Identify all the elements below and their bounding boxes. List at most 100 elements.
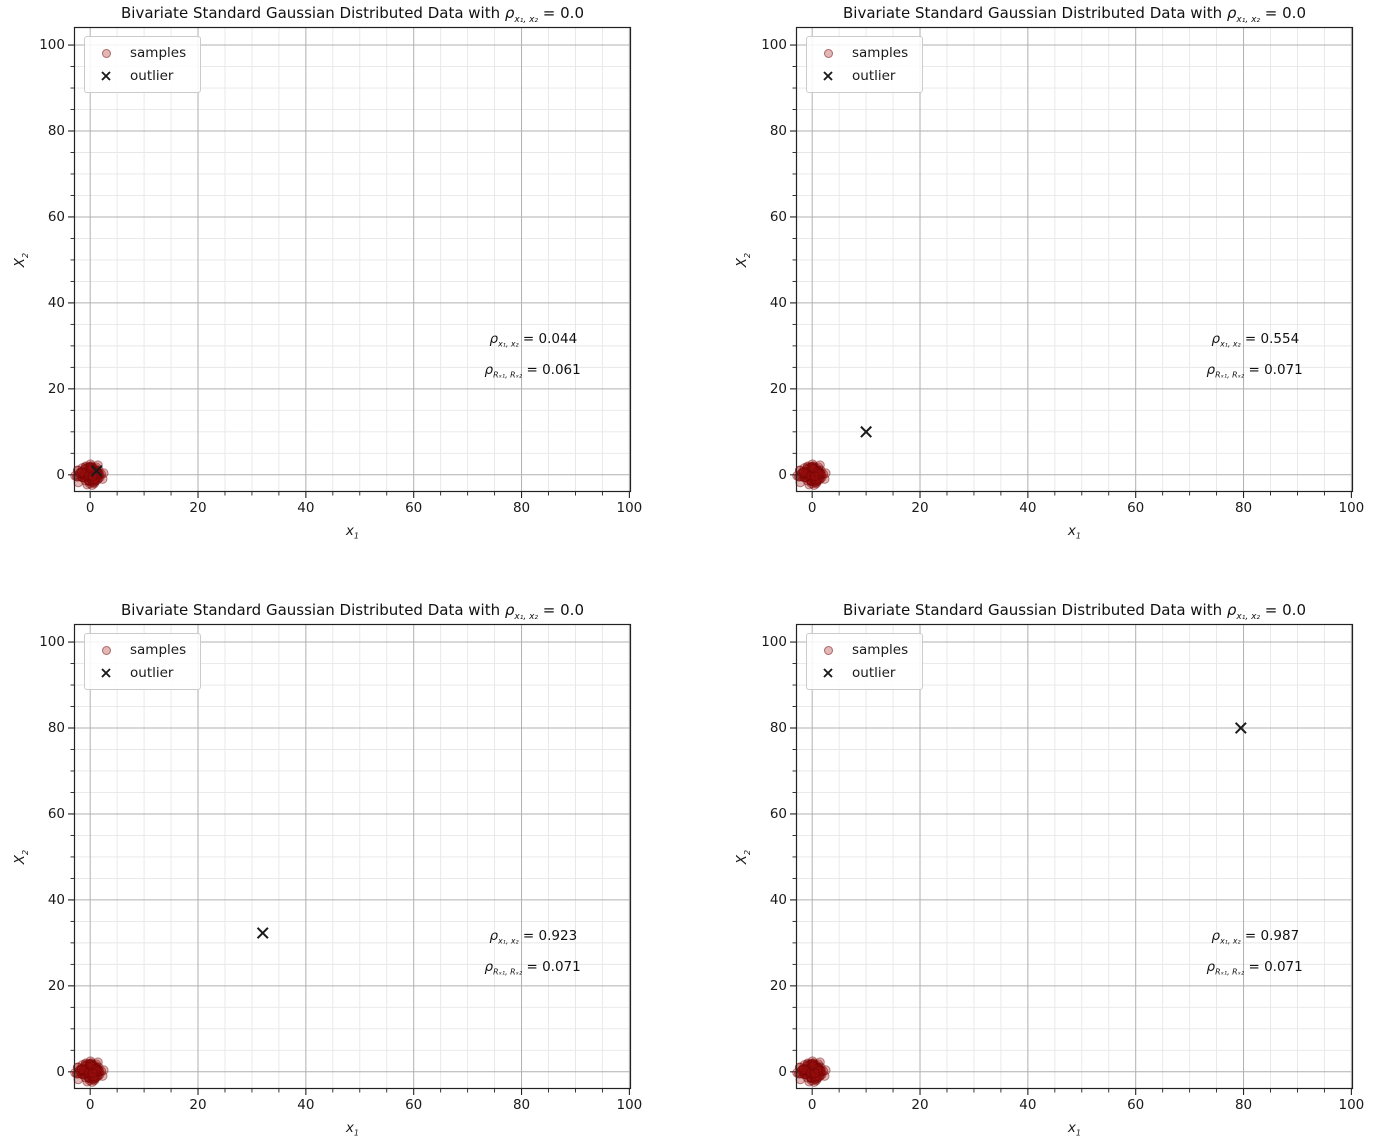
y-tick-label: 80	[769, 720, 787, 736]
sample-point	[812, 1068, 823, 1079]
sample-point	[801, 1066, 812, 1076]
legend-label-outlier: outlier	[130, 665, 174, 681]
x-tick-label: 60	[405, 1097, 423, 1113]
sample-point	[812, 472, 823, 482]
sample-point	[80, 1059, 91, 1070]
sample-point	[798, 1064, 809, 1075]
sample-point	[812, 466, 823, 477]
axes-spines	[795, 623, 1354, 1090]
x-axis-label: x1	[1068, 523, 1081, 541]
sample-point	[809, 472, 820, 483]
sample-point	[815, 1065, 826, 1076]
x-tick-label: 80	[1234, 1097, 1253, 1113]
sample-point	[87, 472, 98, 483]
title-rho-symbol: ρ	[1226, 4, 1237, 22]
sample-point	[816, 1067, 826, 1078]
sample-point	[82, 1060, 93, 1071]
x-tick-label: 20	[189, 500, 207, 516]
title-rho-value: = 0.0	[1260, 601, 1306, 619]
rho-symbol: ρ	[484, 362, 494, 379]
sample-point	[803, 463, 814, 473]
sample-point	[90, 1071, 101, 1082]
y-tick-label: 0	[56, 466, 65, 483]
sample-point	[85, 1059, 96, 1070]
sample-point	[808, 1065, 819, 1076]
sample-point	[820, 468, 831, 479]
sample-point	[801, 469, 812, 480]
sample-point	[79, 464, 90, 475]
correlation-annotation: ρx₁, x₂ = 0.987 ρRₓ₁, Rₓ₂ = 0.071	[1207, 923, 1303, 986]
sample-point	[808, 1064, 818, 1075]
sample-point	[813, 1059, 824, 1070]
sample-point	[88, 477, 98, 488]
sample-point	[806, 1064, 817, 1075]
sample-point	[809, 470, 820, 481]
sample-point	[805, 472, 816, 483]
plot-title: Bivariate Standard Gaussian Distributed …	[843, 4, 1306, 25]
legend: samples outlier	[84, 36, 202, 93]
y-axis-label: X2	[12, 249, 30, 271]
pearson-value: = 0.044	[518, 330, 578, 347]
y-tick-label: 80	[769, 123, 787, 139]
sample-point	[809, 1069, 820, 1080]
sample-point	[811, 463, 822, 474]
pearson-correlation-text: ρx₁, x₂ = 0.987	[1212, 923, 1303, 955]
plot-title: Bivariate Standard Gaussian Distributed …	[843, 601, 1306, 622]
sample-point	[807, 1062, 818, 1072]
sample-point	[89, 478, 100, 489]
sample-point	[811, 470, 821, 481]
rho-symbol: ρ	[484, 959, 494, 976]
sample-point	[94, 1067, 104, 1078]
sample-point	[87, 1067, 98, 1078]
sample-point	[808, 470, 819, 481]
sample-point	[800, 468, 811, 479]
sample-point	[804, 463, 815, 474]
sample-point	[84, 478, 95, 489]
sample-point	[91, 1070, 102, 1080]
sample-point	[811, 1067, 821, 1078]
sample-point	[815, 470, 826, 481]
sample-point	[804, 470, 815, 481]
rho-subscript: x₁, x₂	[498, 936, 519, 946]
sample-point	[811, 1074, 822, 1084]
sample-point	[81, 466, 92, 477]
sample-point	[89, 476, 100, 486]
sample-point	[72, 1062, 83, 1073]
sample-point	[805, 471, 815, 482]
sample-point	[807, 459, 818, 470]
sample-point	[87, 1066, 98, 1077]
y-label-base: X	[12, 854, 29, 864]
sample-point	[799, 463, 810, 473]
title-rho-symbol: ρ	[504, 601, 515, 619]
sample-point	[79, 469, 90, 479]
sample-point	[796, 471, 807, 482]
sample-point	[808, 1067, 819, 1078]
sample-point	[798, 1064, 809, 1075]
sample-point	[78, 468, 89, 479]
sample-point	[810, 1070, 821, 1081]
sample-point	[84, 1069, 95, 1080]
sample-point	[85, 462, 96, 473]
sample-point	[78, 1066, 89, 1077]
sample-point	[92, 1062, 102, 1073]
sample-point	[810, 1073, 821, 1084]
sample-point	[84, 1064, 95, 1075]
sample-point	[806, 1070, 817, 1081]
rho-rank-subscript: Rₓ₁, Rₓ₂	[1215, 967, 1245, 977]
sample-point	[813, 472, 824, 483]
sample-point	[812, 1063, 823, 1073]
y-tick-label: 20	[47, 380, 65, 397]
sample-point	[809, 464, 820, 475]
sample-point	[76, 467, 87, 478]
sample-point	[808, 1059, 819, 1070]
y-tick-label: 60	[47, 805, 65, 822]
sample-point	[805, 475, 815, 486]
sample-point	[809, 471, 820, 481]
sample-point	[78, 469, 89, 480]
sample-point	[79, 472, 90, 483]
sample-point	[803, 466, 814, 477]
sample-point	[811, 1075, 822, 1086]
sample-point	[93, 1065, 104, 1076]
sample-point	[811, 1071, 821, 1082]
sample-point	[799, 469, 810, 480]
